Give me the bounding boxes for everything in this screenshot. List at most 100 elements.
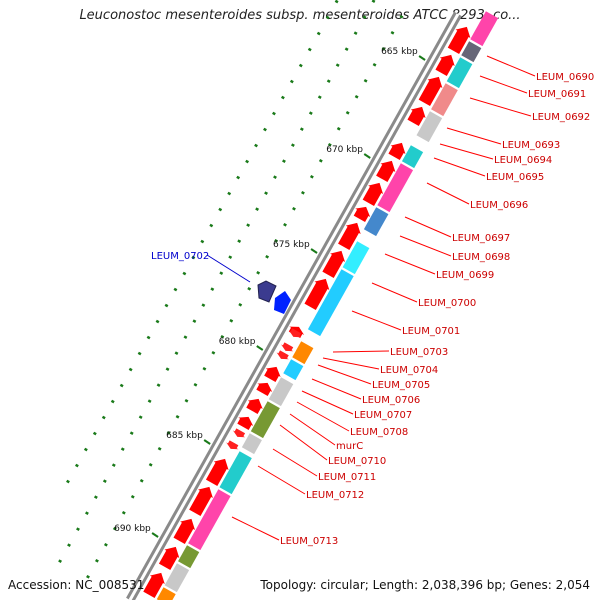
- label-leader-line: [404, 216, 452, 238]
- tick-dot: [280, 95, 285, 100]
- tick-dot: [111, 463, 116, 467]
- forward-gene-arrow[interactable]: [236, 413, 256, 431]
- tick-dot: [209, 223, 214, 228]
- cog-gene-block[interactable]: [250, 401, 280, 439]
- forward-gene-arrow[interactable]: [187, 483, 216, 517]
- forward-strand-genes: [142, 23, 474, 599]
- gene-label[interactable]: LEUM_0703: [390, 347, 448, 358]
- cog-gene-block[interactable]: [416, 111, 443, 143]
- tick-dot: [227, 191, 232, 196]
- gene-label[interactable]: LEUM_0692: [532, 112, 590, 123]
- gene-label[interactable]: LEUM_0690: [536, 72, 594, 83]
- gene-label[interactable]: LEUM_0695: [486, 172, 544, 183]
- cog-gene-block[interactable]: [401, 145, 424, 169]
- gene-label[interactable]: LEUM_0697: [452, 233, 510, 244]
- forward-gene-arrow[interactable]: [336, 219, 364, 251]
- kbp-label: 675 kbp: [273, 240, 310, 250]
- forward-gene-arrow-small[interactable]: [279, 341, 295, 354]
- forward-gene-arrow[interactable]: [406, 103, 430, 127]
- gene-label[interactable]: LEUM_0700: [418, 298, 476, 309]
- cog-gene-block[interactable]: [292, 341, 314, 365]
- gene-label[interactable]: LEUM_0701: [402, 326, 460, 337]
- highlight-gene[interactable]: LEUM_0702: [151, 251, 291, 314]
- forward-gene-arrow[interactable]: [303, 275, 334, 311]
- cog-gene-block[interactable]: [283, 359, 304, 381]
- tick-dot: [175, 414, 180, 419]
- gene-label[interactable]: murC: [336, 441, 363, 452]
- gene-label[interactable]: LEUM_0699: [436, 270, 494, 281]
- tick-dot: [83, 447, 88, 452]
- forward-gene-arrow-small[interactable]: [225, 439, 241, 452]
- gene-label[interactable]: LEUM_0706: [362, 395, 420, 406]
- gene-label[interactable]: LEUM_0705: [372, 380, 430, 391]
- cog-gene-block[interactable]: [446, 57, 473, 89]
- gene-label[interactable]: LEUM_0710: [328, 456, 386, 467]
- cog-gene-block[interactable]: [188, 489, 231, 551]
- highlight-gene-label[interactable]: LEUM_0702: [151, 251, 209, 262]
- tick-dot: [308, 111, 313, 115]
- gene-label[interactable]: LEUM_0712: [306, 490, 364, 501]
- label-leader-line: [371, 282, 418, 303]
- tick-dot: [92, 431, 97, 436]
- cog-gene-block[interactable]: [156, 587, 176, 600]
- tick-dot: [76, 527, 80, 531]
- cog-gene-block[interactable]: [307, 269, 354, 337]
- forward-gene-arrow-small[interactable]: [231, 427, 247, 440]
- gene-label[interactable]: LEUM_0698: [452, 252, 510, 263]
- cog-gene-block[interactable]: [377, 163, 414, 213]
- forward-gene-arrow[interactable]: [142, 569, 169, 599]
- cog-gene-block[interactable]: [219, 451, 252, 495]
- tick-dot: [192, 319, 197, 323]
- major-tick: [418, 55, 426, 61]
- tick-dot: [289, 79, 294, 84]
- major-tick: [363, 153, 371, 159]
- forward-gene-arrow[interactable]: [255, 379, 275, 397]
- major-tick: [203, 439, 211, 445]
- gene-label[interactable]: LEUM_0713: [280, 536, 338, 547]
- cog-gene-block[interactable]: [431, 83, 458, 117]
- forward-gene-arrow[interactable]: [245, 395, 267, 415]
- tick-dot: [157, 446, 162, 451]
- forward-gene-arrow-small[interactable]: [287, 327, 303, 340]
- gene-label[interactable]: LEUM_0704: [380, 365, 438, 376]
- forward-gene-arrow[interactable]: [352, 203, 374, 223]
- gene-label[interactable]: LEUM_0708: [350, 427, 408, 438]
- forward-gene-arrow[interactable]: [204, 455, 232, 487]
- forward-gene-arrow[interactable]: [262, 363, 284, 383]
- tick-dot: [254, 143, 258, 148]
- tick-dot: [119, 383, 124, 388]
- cog-gene-block[interactable]: [178, 545, 200, 569]
- tick-dot: [219, 271, 224, 275]
- forward-gene-arrow[interactable]: [157, 543, 183, 571]
- label-leader-line: [272, 448, 318, 477]
- forward-gene-arrow[interactable]: [446, 23, 474, 55]
- gene-label[interactable]: LEUM_0696: [470, 200, 528, 211]
- forward-gene-arrow[interactable]: [434, 51, 459, 77]
- forward-gene-arrow[interactable]: [417, 73, 446, 107]
- forward-gene-arrow[interactable]: [374, 157, 399, 183]
- cog-gene-block[interactable]: [342, 241, 370, 275]
- forward-gene-arrow-small[interactable]: [275, 349, 291, 362]
- tick-dot: [390, 30, 395, 35]
- cog-gene-block[interactable]: [268, 377, 294, 407]
- tick-dot: [273, 175, 277, 179]
- forward-gene-arrow[interactable]: [172, 515, 199, 545]
- forward-gene-arrow[interactable]: [387, 139, 410, 161]
- forward-gene-arrow[interactable]: [361, 179, 387, 207]
- tick-dot: [247, 286, 252, 291]
- cog-gene-block[interactable]: [461, 41, 482, 63]
- gene-label[interactable]: LEUM_0707: [354, 410, 412, 421]
- gene-label[interactable]: LEUM_0694: [494, 155, 552, 166]
- tick-dot: [200, 239, 205, 244]
- cog-gene-block[interactable]: [470, 11, 499, 47]
- gene-label[interactable]: LEUM_0711: [318, 472, 376, 483]
- forward-gene-arrow[interactable]: [321, 247, 349, 279]
- tick-dot: [164, 303, 169, 308]
- cog-gene-block[interactable]: [164, 563, 190, 593]
- gene-label[interactable]: LEUM_0693: [502, 140, 560, 151]
- cog-gene-block[interactable]: [363, 207, 389, 237]
- tick-dot: [245, 159, 250, 164]
- gene-label[interactable]: LEUM_0691: [528, 89, 586, 100]
- tick-dot: [255, 207, 260, 211]
- cog-gene-block[interactable]: [241, 433, 262, 455]
